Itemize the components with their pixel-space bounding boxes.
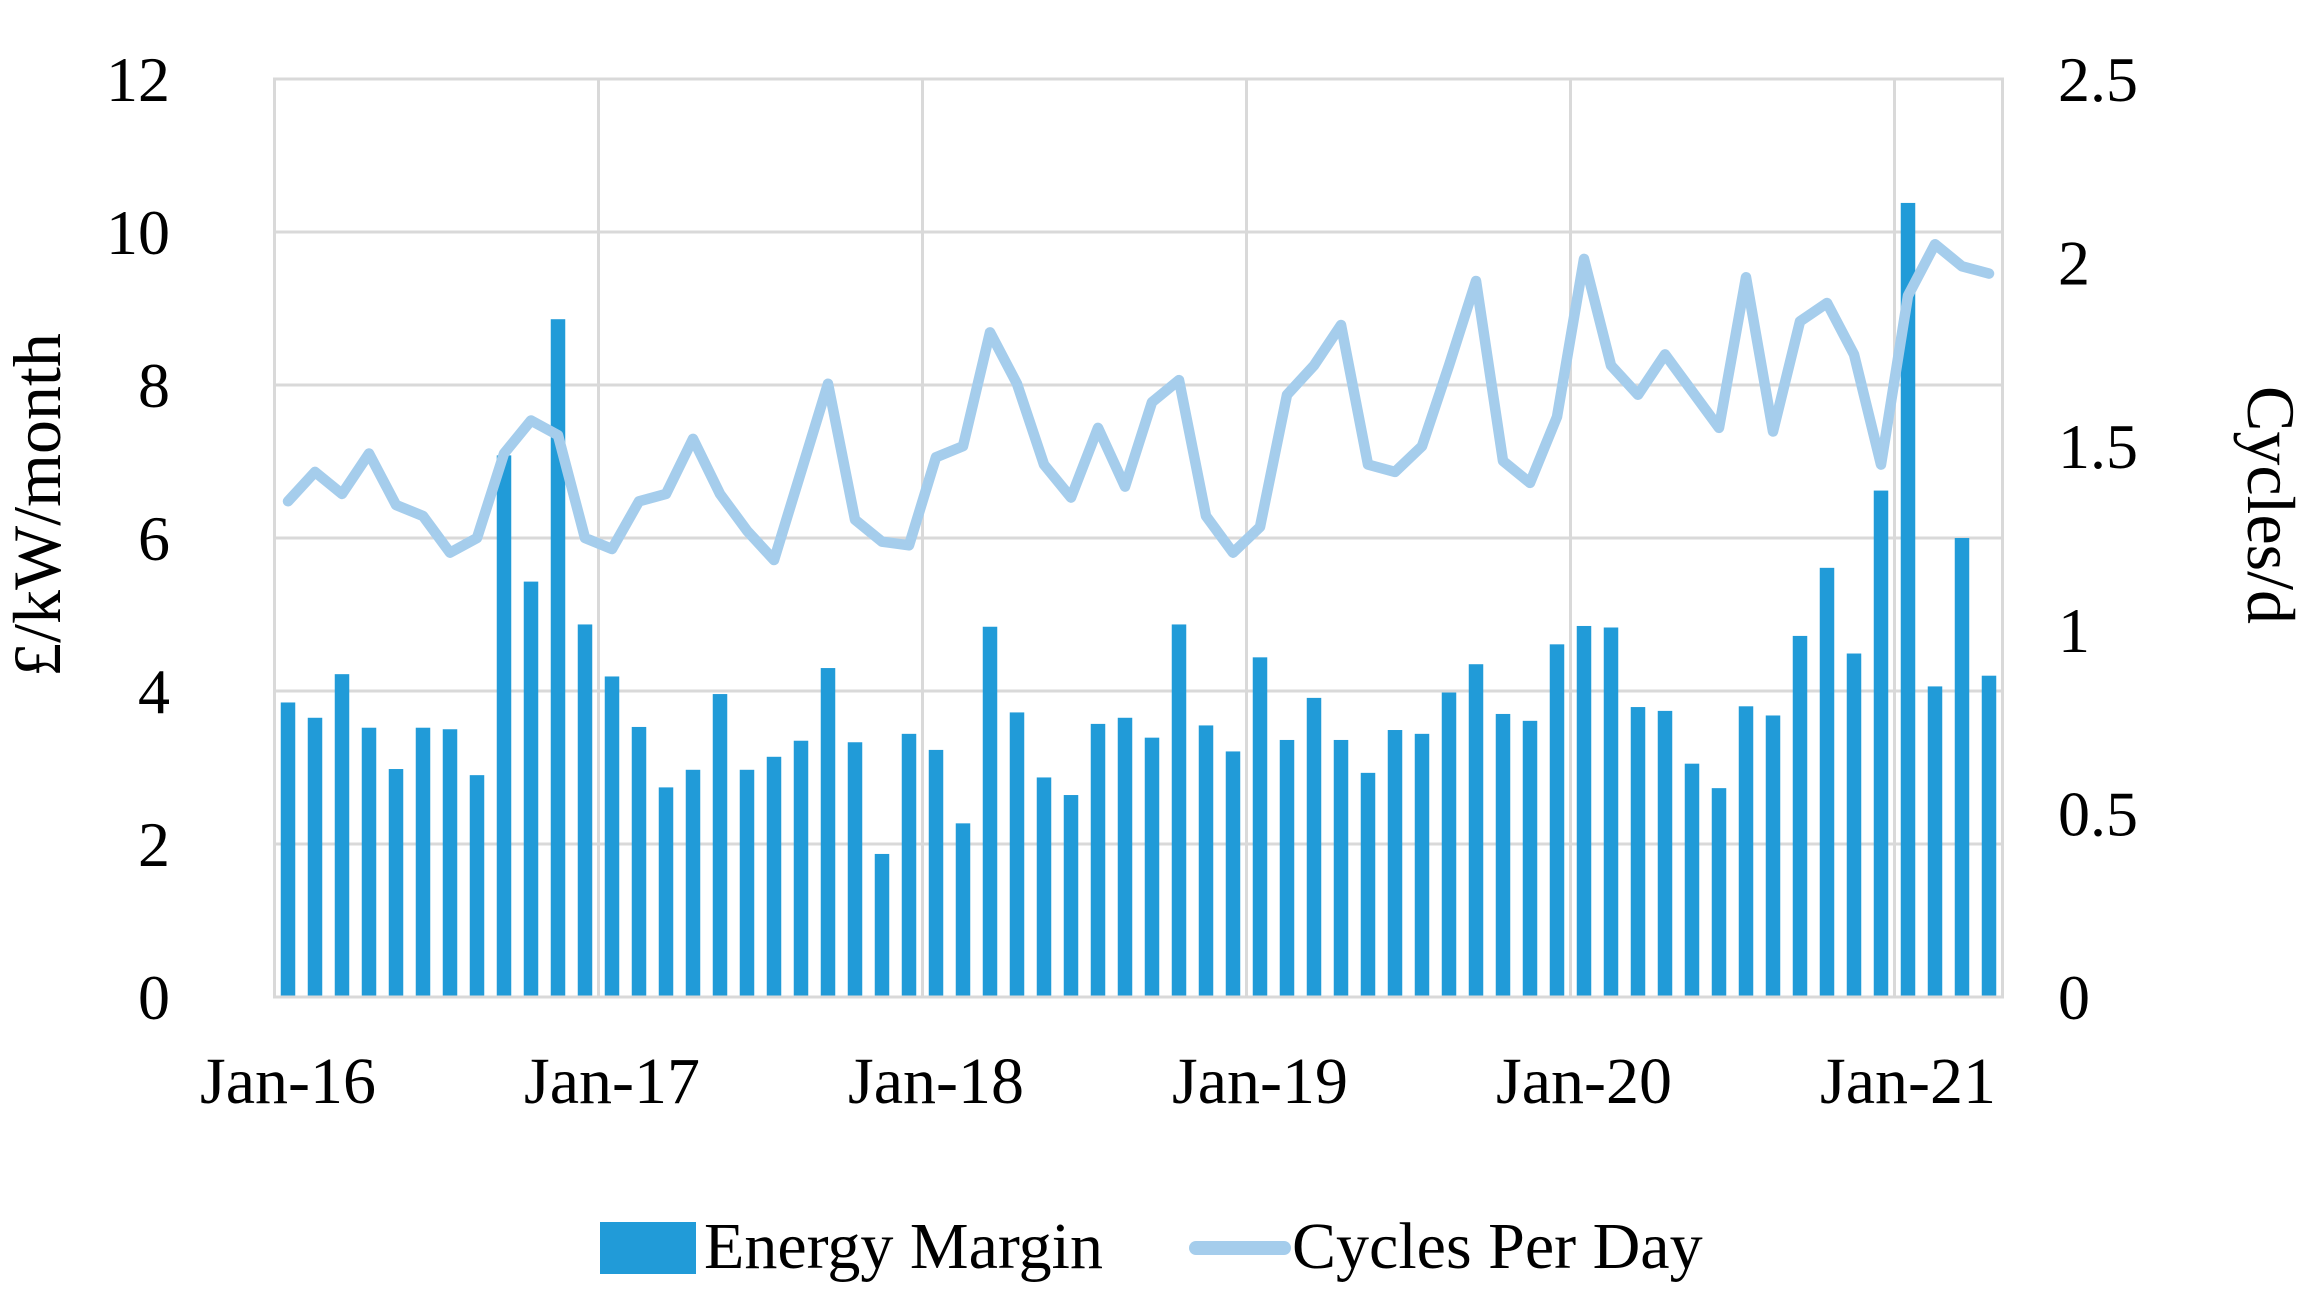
bar-Sep-17 [820,668,836,997]
x-tick-Jan-19: Jan-19 [1172,1045,1348,1118]
x-tick-Jan-17: Jan-17 [524,1045,700,1118]
bar-Dec-17 [901,733,917,997]
bar-Jan-18 [928,749,944,997]
bar-Aug-17 [793,740,809,997]
bar-Jun-18 [1063,795,1079,997]
bar-Feb-18 [955,823,971,997]
bar-Jul-16 [442,729,458,997]
bar-Feb-17 [631,726,647,997]
bar-Jan-17 [604,676,620,997]
left-tick-8: 8 [138,350,170,421]
bar-Sep-19 [1468,664,1484,997]
bar-Apr-18 [1009,712,1025,997]
x-tick-Jan-18: Jan-18 [848,1045,1024,1118]
left-axis-title: £/kW/month [0,333,75,677]
bar-Jun-16 [415,727,431,997]
left-tick-2: 2 [138,809,170,880]
energy-margin-swatch [600,1222,696,1274]
right-tick-2: 2 [2058,228,2090,299]
energy-margin-bars [280,202,1997,998]
cycles-line-path [282,238,1995,566]
bar-Sep-20 [1792,635,1808,997]
bar-Mar-16 [334,674,350,997]
bar-Aug-18 [1117,717,1133,997]
bar-Mar-20 [1630,707,1646,997]
bar-Jun-17 [739,769,755,997]
bar-Jul-17 [766,756,782,997]
bar-May-20 [1684,763,1700,997]
axis-tick-labels: 0 2 4 6 8 10 12 0 0.5 1 1.5 2 2.5 Jan-16 Jan-17 Jan-18 J… [106,44,2138,1118]
bar-Jun-19 [1387,730,1403,997]
bar-Jul-18 [1090,723,1106,997]
right-tick-0.5: 0.5 [2058,778,2138,849]
bar-Oct-16 [523,581,539,997]
bar-Feb-19 [1279,739,1295,997]
right-tick-1: 1 [2058,595,2090,666]
bar-Sep-16 [496,455,512,997]
bar-Dec-20 [1873,490,1889,997]
bar-Jan-19 [1252,657,1268,997]
bar-Jul-20 [1738,706,1754,997]
bar-May-16 [388,769,404,997]
bar-May-17 [712,694,728,997]
bar-Feb-21 [1927,686,1943,997]
bar-May-18 [1036,777,1052,997]
left-tick-0: 0 [138,962,170,1033]
bar-Sep-18 [1144,737,1160,997]
legend: Energy Margin Cycles Per Day [600,1210,1703,1283]
cycles-per-day-legend-label: Cycles Per Day [1292,1210,1703,1283]
left-tick-12: 12 [106,44,170,115]
right-axis-title: Cycles/d [2233,386,2298,624]
left-tick-10: 10 [106,197,170,268]
x-tick-Jan-16: Jan-16 [200,1045,376,1118]
plot-border [273,77,2004,999]
bar-Apr-17 [685,769,701,997]
left-tick-4: 4 [138,656,170,727]
bar-Nov-18 [1198,725,1214,997]
bar-Nov-17 [874,853,890,997]
x-tick-Jan-21: Jan-21 [1820,1045,1996,1118]
bar-Dec-19 [1549,644,1565,997]
right-tick-2.5: 2.5 [2058,44,2138,115]
bar-Aug-19 [1441,692,1457,997]
bar-Nov-19 [1522,720,1538,997]
bar-Dec-16 [577,624,593,997]
bar-Apr-16 [361,727,377,997]
bar-Mar-21 [1954,538,1970,997]
right-tick-0: 0 [2058,962,2090,1033]
bar-Jan-16 [280,702,296,997]
bar-Mar-18 [982,626,998,997]
bar-Jan-20 [1576,625,1592,997]
bar-Feb-16 [307,717,323,997]
bar-Oct-19 [1495,713,1511,997]
bar-Nov-20 [1846,653,1862,997]
left-tick-6: 6 [138,503,170,574]
bar-Apr-19 [1333,739,1349,997]
bar-Apr-20 [1657,710,1673,997]
bar-Nov-16 [550,319,566,998]
x-tick-Jan-20: Jan-20 [1496,1045,1672,1118]
bar-Jun-20 [1711,788,1727,997]
right-tick-1.5: 1.5 [2058,411,2138,482]
cycles-per-day-line [282,238,1995,566]
bar-Oct-18 [1171,624,1187,997]
bar-Mar-19 [1306,697,1322,997]
bar-May-19 [1360,772,1376,997]
bar-Feb-20 [1603,627,1619,997]
bar-Oct-20 [1819,567,1835,997]
energy-margin-legend-label: Energy Margin [704,1210,1103,1283]
bar-Aug-20 [1765,715,1781,997]
bar-Dec-18 [1225,751,1241,997]
bar-Oct-17 [847,742,863,997]
bar-Aug-16 [469,775,485,997]
bar-Mar-17 [658,787,674,997]
bar-Apr-21 [1981,675,1997,997]
bar-Jul-19 [1414,733,1430,997]
bar-Jan-21 [1900,202,1916,997]
